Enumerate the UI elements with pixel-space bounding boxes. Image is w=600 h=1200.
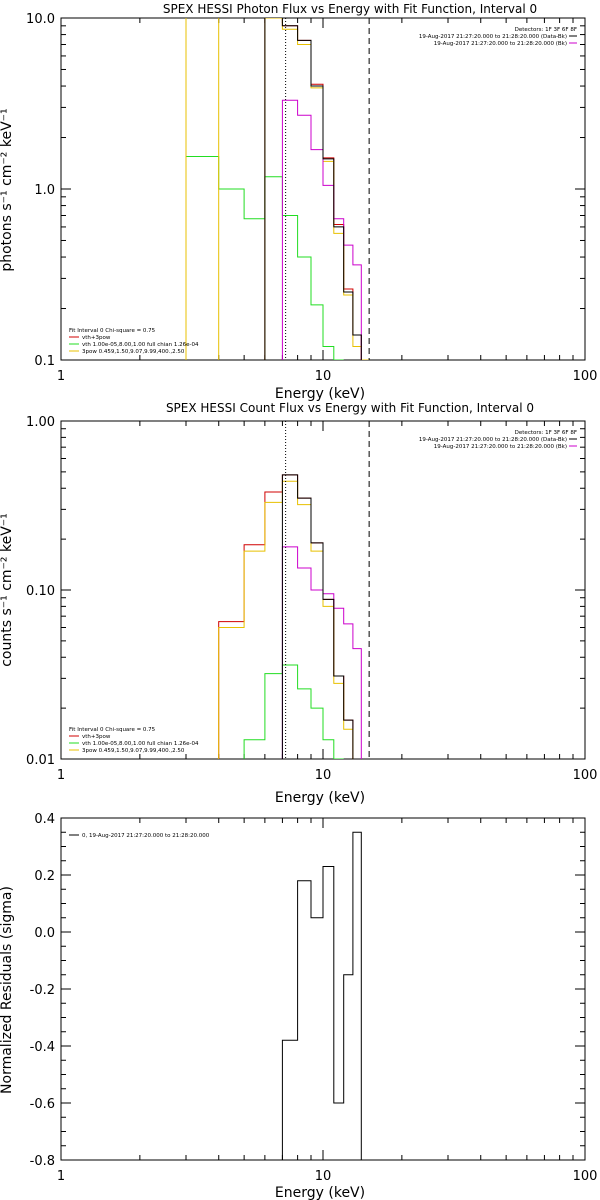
photon-flux-xlabel: Energy (keV) (275, 386, 365, 402)
legend-entry: 19-Aug-2017 21:27:20.000 to 21:28:20.000… (419, 34, 567, 40)
y-tick-label: 0.01 (26, 753, 55, 768)
x-tick-label: 100 (573, 1169, 598, 1184)
series-line (264, 18, 362, 360)
x-tick-label: 100 (573, 768, 598, 783)
y-tick-label: 1.00 (26, 415, 55, 430)
residuals-panel: Energy (keV) Normalized Residuals (sigma… (0, 812, 597, 1200)
series-line (243, 664, 344, 759)
residuals-xlabel: Energy (keV) (275, 1185, 365, 1200)
series-line (218, 480, 354, 759)
y-tick-label: -0.4 (30, 1040, 55, 1055)
y-tick-label: 10.0 (26, 12, 55, 27)
x-tick-label: 10 (315, 1169, 332, 1184)
x-tick-label: 100 (573, 369, 598, 384)
count-flux-ylabel: counts s⁻¹ cm⁻² keV⁻¹ (0, 513, 15, 667)
series-line (185, 18, 370, 360)
photon-flux-ylabel: photons s⁻¹ cm⁻² keV⁻¹ (0, 108, 15, 271)
legend-entry: 19-Aug-2017 21:27:20.000 to 21:28:20.000… (434, 444, 567, 450)
series-line (281, 99, 362, 360)
y-tick-label: 0.0 (34, 926, 55, 941)
legend-entry: 19-Aug-2017 21:27:20.000 to 21:28:20.000… (434, 41, 567, 47)
series-line (264, 18, 362, 360)
y-tick-label: -0.8 (30, 1154, 55, 1169)
residuals-ylabel: Normalized Residuals (sigma) (0, 886, 15, 1094)
legend-entry: 3pow 0.459,1.50,9.07,9.99,400.,2.50 (82, 349, 185, 355)
y-tick-label: 0.1 (34, 354, 55, 369)
series-line (281, 831, 362, 1160)
legend-detectors: Detectors: 1F 3F 6F 8F (515, 27, 577, 33)
y-tick-label: -0.6 (30, 1097, 55, 1112)
count-flux-panel: SPEX HESSI Count Flux vs Energy with Fit… (0, 401, 597, 806)
legend-entry: vth 1.00e-05,8.00,1.00 full chian 1.26e-… (82, 342, 199, 348)
legend-entry: vth+3pow (82, 335, 111, 341)
y-tick-label: 0.2 (34, 869, 55, 884)
photon-flux-panel: SPEX HESSI Photon Flux vs Energy with Fi… (0, 2, 598, 402)
count-flux-xlabel: Energy (keV) (275, 790, 365, 806)
series-line (281, 474, 354, 759)
y-tick-label: 1.0 (34, 183, 55, 198)
legend-fit-header: Fit Interval 0 Chi-square = 0.75 (69, 727, 156, 733)
legend-fit-header: Fit Interval 0 Chi-square = 0.75 (69, 328, 156, 334)
x-tick-label: 10 (315, 768, 332, 783)
x-tick-label: 1 (57, 1169, 65, 1184)
legend-entry: vth+3pow (82, 734, 111, 740)
legend-entry: 0, 19-Aug-2017 21:27:20.000 to 21:28:20.… (82, 833, 210, 839)
y-tick-label: 0.10 (26, 584, 55, 599)
series-line (281, 546, 362, 759)
legend-entry: 3pow 0.459,1.50,9.07,9.99,400.,2.50 (82, 748, 185, 754)
legend-detectors: Detectors: 1F 3F 6F 8F (515, 430, 577, 436)
count-flux-title: SPEX HESSI Count Flux vs Energy with Fit… (166, 401, 534, 415)
photon-flux-title: SPEX HESSI Photon Flux vs Energy with Fi… (163, 2, 537, 16)
x-tick-label: 1 (57, 369, 65, 384)
x-tick-label: 1 (57, 768, 65, 783)
x-tick-label: 10 (315, 369, 332, 384)
legend-entry: 19-Aug-2017 21:27:20.000 to 21:28:20.000… (419, 437, 567, 443)
y-tick-label: 0.4 (34, 812, 55, 827)
y-tick-label: -0.2 (30, 983, 55, 998)
legend-entry: vth 1.00e-05,8.00,1.00 full chian 1.26e-… (82, 741, 199, 747)
